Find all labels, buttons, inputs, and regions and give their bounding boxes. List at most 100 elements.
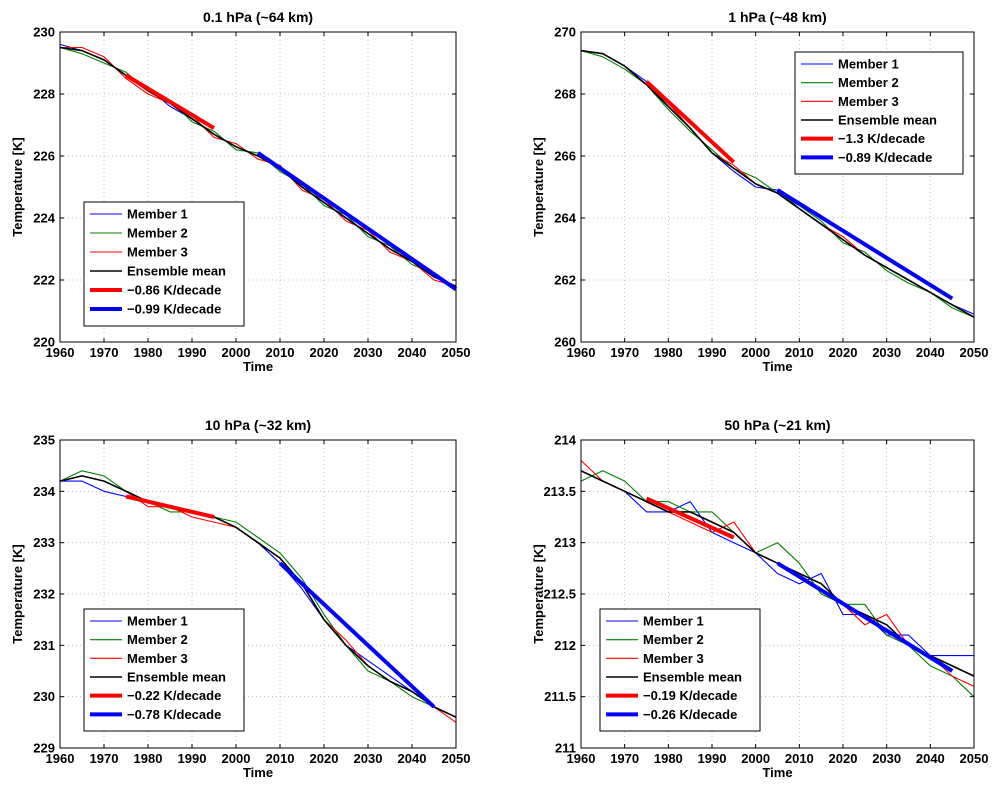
x-tick-label: 2040 [398,751,427,766]
legend-box [83,201,245,327]
trend-line [124,73,216,130]
x-tick-label: 2050 [960,345,989,360]
legend: Member 1 Member 2 Member 3 Ensemble mean −0.… [83,608,245,732]
x-tick-label: 2020 [829,751,858,766]
y-tick-label: 212 [554,638,576,653]
legend-label: −0.78 K/decade [127,707,221,722]
legend-label: Member 2 [127,226,188,241]
legend-label: Member 2 [643,632,704,647]
chart-panel-3: 1960 1970 1980 1990 2000 2010 2020 2030 2040 2050… [10,417,470,780]
legend-label: −0.86 K/decade [127,283,221,298]
series-line [60,46,457,287]
chart-title: 10 hPa (~32 km) [205,417,311,433]
y-tick-label: 270 [554,25,576,40]
y-tick-label: 260 [554,335,576,350]
legend-label: Ensemble mean [838,113,937,128]
legend: Member 1 Member 2 Member 3 Ensemble mean −0.… [83,201,245,327]
y-tick-label: 222 [33,273,55,288]
x-axis-label: Time [243,765,273,780]
x-axis-label: Time [243,359,273,374]
axes-frame [580,31,975,343]
y-tick-label: 211 [555,741,576,756]
x-axis-label: Time [762,359,792,374]
trend-line [645,496,735,540]
legend-label: −1.3 K/decade [838,131,925,146]
legend-label: −0.99 K/decade [127,302,221,317]
x-tick-label: 1960 [567,345,596,360]
y-tick-label: 268 [554,87,576,102]
y-tick-label: 211.5 [544,689,576,704]
y-tick-label: 235 [33,433,55,448]
y-tick-label: 228 [33,87,55,102]
y-tick-label: 264 [554,211,576,226]
x-tick-label: 2010 [266,751,295,766]
legend-label: Member 2 [838,75,899,90]
trend-line [776,561,954,673]
x-tick-label: 2020 [310,345,339,360]
y-tick-label: 226 [33,149,55,164]
legend: Member 1 Member 2 Member 3 Ensemble mean −1.… [794,51,964,175]
y-tick-label: 230 [33,25,55,40]
legend-label: Member 1 [127,614,188,629]
legend-label: Member 1 [838,57,899,72]
legend: Member 1 Member 2 Member 3 Ensemble mean −0.… [599,608,761,732]
legend-label: Ensemble mean [127,670,226,685]
y-tick-label: 220 [33,335,55,350]
chart-title: 1 hPa (~48 km) [728,9,826,25]
y-tick-label: 262 [554,273,576,288]
x-tick-label: 2050 [442,345,471,360]
legend-label: Member 3 [127,245,188,260]
series-line [580,470,974,657]
x-tick-label: 1990 [178,751,207,766]
x-tick-label: 2020 [310,751,339,766]
x-tick-label: 1980 [654,345,683,360]
x-tick-label: 2030 [354,345,383,360]
x-tick-label: 2040 [398,345,427,360]
x-tick-label: 1970 [610,751,639,766]
x-tick-label: 2000 [222,345,251,360]
x-tick-label: 2010 [785,345,814,360]
x-tick-label: 1960 [46,751,75,766]
x-tick-label: 1970 [90,345,119,360]
x-tick-label: 2000 [222,751,251,766]
x-tick-label: 1990 [178,345,207,360]
x-tick-label: 1990 [698,345,727,360]
chart-panel-4: 1960 1970 1980 1990 2000 2010 2020 2030 2040 2050… [531,417,988,780]
x-tick-label: 2020 [829,345,858,360]
legend-box [83,608,245,732]
axes-frame [59,31,457,343]
x-tick-label: 2030 [354,751,383,766]
legend-label: −0.89 K/decade [838,150,932,165]
x-tick-label: 1970 [90,751,119,766]
legend-label: Member 1 [127,207,188,222]
trend-line [645,80,736,164]
y-tick-label: 229 [33,741,55,756]
legend-label: Member 3 [838,94,899,109]
x-tick-label: 1970 [610,345,639,360]
x-tick-label: 2000 [741,345,770,360]
x-tick-label: 1980 [134,345,163,360]
y-tick-label: 234 [33,484,55,499]
chart-panel-1: 1960 1970 1980 1990 2000 2010 2020 2030 2040 2050… [10,9,470,374]
legend-label: −0.26 K/decade [643,707,737,722]
series-line [580,49,975,318]
trend-line [256,151,458,291]
x-tick-label: 2040 [916,345,945,360]
x-tick-label: 1960 [46,345,75,360]
y-axis-label: Temperature [K] [10,137,25,236]
x-tick-label: 2000 [741,751,770,766]
legend-box [794,51,964,175]
y-tick-label: 232 [33,587,55,602]
legend-label: Member 3 [643,651,704,666]
legend-label: −0.19 K/decade [643,688,737,703]
x-tick-label: 2030 [872,345,901,360]
x-tick-label: 1960 [567,751,596,766]
y-axis-label: Temperature [K] [531,544,546,643]
series-line [59,475,457,718]
y-tick-label: 231 [33,638,55,653]
x-tick-label: 2050 [442,751,471,766]
y-tick-label: 212.5 [543,587,576,602]
x-tick-label: 2040 [916,751,945,766]
x-axis-label: Time [762,765,792,780]
